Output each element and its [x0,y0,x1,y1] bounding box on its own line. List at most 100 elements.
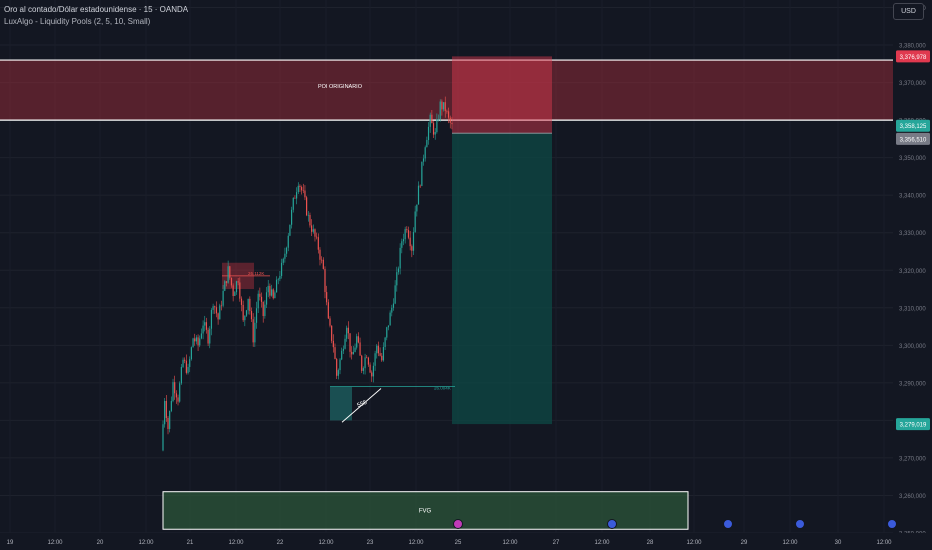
candle-body [272,289,274,299]
candle-body [175,393,177,398]
candle-body [284,253,286,259]
candle-body [279,275,281,280]
price-tag-entry: 3,356,510 [900,137,927,143]
candle-body [179,383,181,402]
candle-body [342,348,344,351]
candle-body [384,337,386,347]
candle-body [182,359,184,368]
candle-body [371,372,373,377]
time-tick-label: 28 [647,540,654,546]
candle-body [270,289,273,296]
candle-body [187,366,189,373]
candle-body [404,229,406,240]
candle-body [280,262,283,276]
candle-body [202,325,204,334]
candle-body [399,247,401,269]
candle-body [250,311,253,320]
candle-body [419,185,421,187]
price-axis[interactable]: 3,390,0003,380,0003,370,0003,360,0003,35… [893,0,932,550]
candle-body [369,364,371,373]
candle-body [347,327,349,334]
candle-body [411,246,413,251]
indicator-title[interactable]: LuxAlgo - Liquidity Pools (2, 5, 10, Sma… [4,17,151,26]
candle-body [264,304,266,317]
candle-body [304,190,306,198]
candle-body [311,225,313,232]
candle-body [297,185,299,193]
candle-body [357,336,359,343]
candle-body [312,229,314,232]
candle-body [199,338,201,346]
price-tick-label: 3,270,000 [899,456,926,462]
event-marker-icon [887,519,897,529]
diagonal-line [341,388,382,423]
time-tick-label: 30 [835,540,842,546]
candle-body [197,337,199,346]
candle-body [334,347,336,359]
candle-body [397,268,400,273]
price-tick-label: 3,260,000 [899,494,926,500]
candle-body [407,230,410,238]
time-tick-label: 25 [455,540,462,546]
candle-body [394,285,396,304]
candle-body [301,187,303,191]
time-tick-label: 12:00 [228,540,244,546]
candle-body [190,347,192,360]
candle-body [210,309,213,329]
candle-body [429,114,431,127]
time-axis[interactable]: 19 12:00 20 12:00 21 12:00 22 12:00 23 12:00 25 12:… [0,519,932,550]
candle-body [387,325,390,328]
candle-body [329,318,331,326]
candle-body [265,292,268,305]
candle-body [174,382,176,394]
candle-body [352,351,354,355]
candle-body [227,266,229,283]
candle-body [367,357,370,365]
candle-body [386,327,388,338]
candle-body [255,308,258,323]
candle-body [220,305,223,307]
candle-body [401,241,403,248]
event-marker-icon [453,519,463,529]
candle-body [204,322,206,326]
candle-body [164,400,166,425]
price-tags: 3,376,978 3,358,125 3,356,510 3,279,019 [896,50,930,431]
candle-body [309,215,311,226]
time-tick-label: 12:00 [408,540,424,546]
candle-body [185,360,187,373]
time-tick-label: 21 [187,540,194,546]
price-tick-label: 3,320,000 [899,269,926,275]
candle-body [167,417,169,429]
candle-body [351,351,353,355]
candle-body [277,279,279,280]
time-tick-label: 23 [367,540,374,546]
candle-body [219,305,221,320]
time-tick-label: 12:00 [782,540,798,546]
price-tag-current-bg [896,119,930,132]
candle-body [290,209,293,225]
currency-button[interactable]: USD [893,3,924,20]
time-tick-label: 12:00 [876,540,892,546]
candle-body [200,333,203,339]
price-tag-entry-bg [896,132,930,145]
candle-body [209,328,211,344]
candle-body [359,342,361,356]
candle-body [389,312,391,326]
price-tick-label: 3,290,000 [899,381,926,387]
diagonal-label: 555 [357,400,369,410]
candle-body [282,258,284,263]
candle-body [165,400,167,418]
candle-body [436,119,438,133]
candle-body [414,211,416,233]
candle-body [214,306,216,308]
time-tick-label: 19 [7,540,14,546]
candle-body [364,357,366,369]
candle-body [439,101,441,120]
time-tick-label: 12:00 [502,540,518,546]
candle-body [189,359,191,367]
candle-body [294,197,296,199]
candle-body [432,123,435,135]
candle-body [409,237,411,247]
time-tick-label: 27 [553,540,560,546]
